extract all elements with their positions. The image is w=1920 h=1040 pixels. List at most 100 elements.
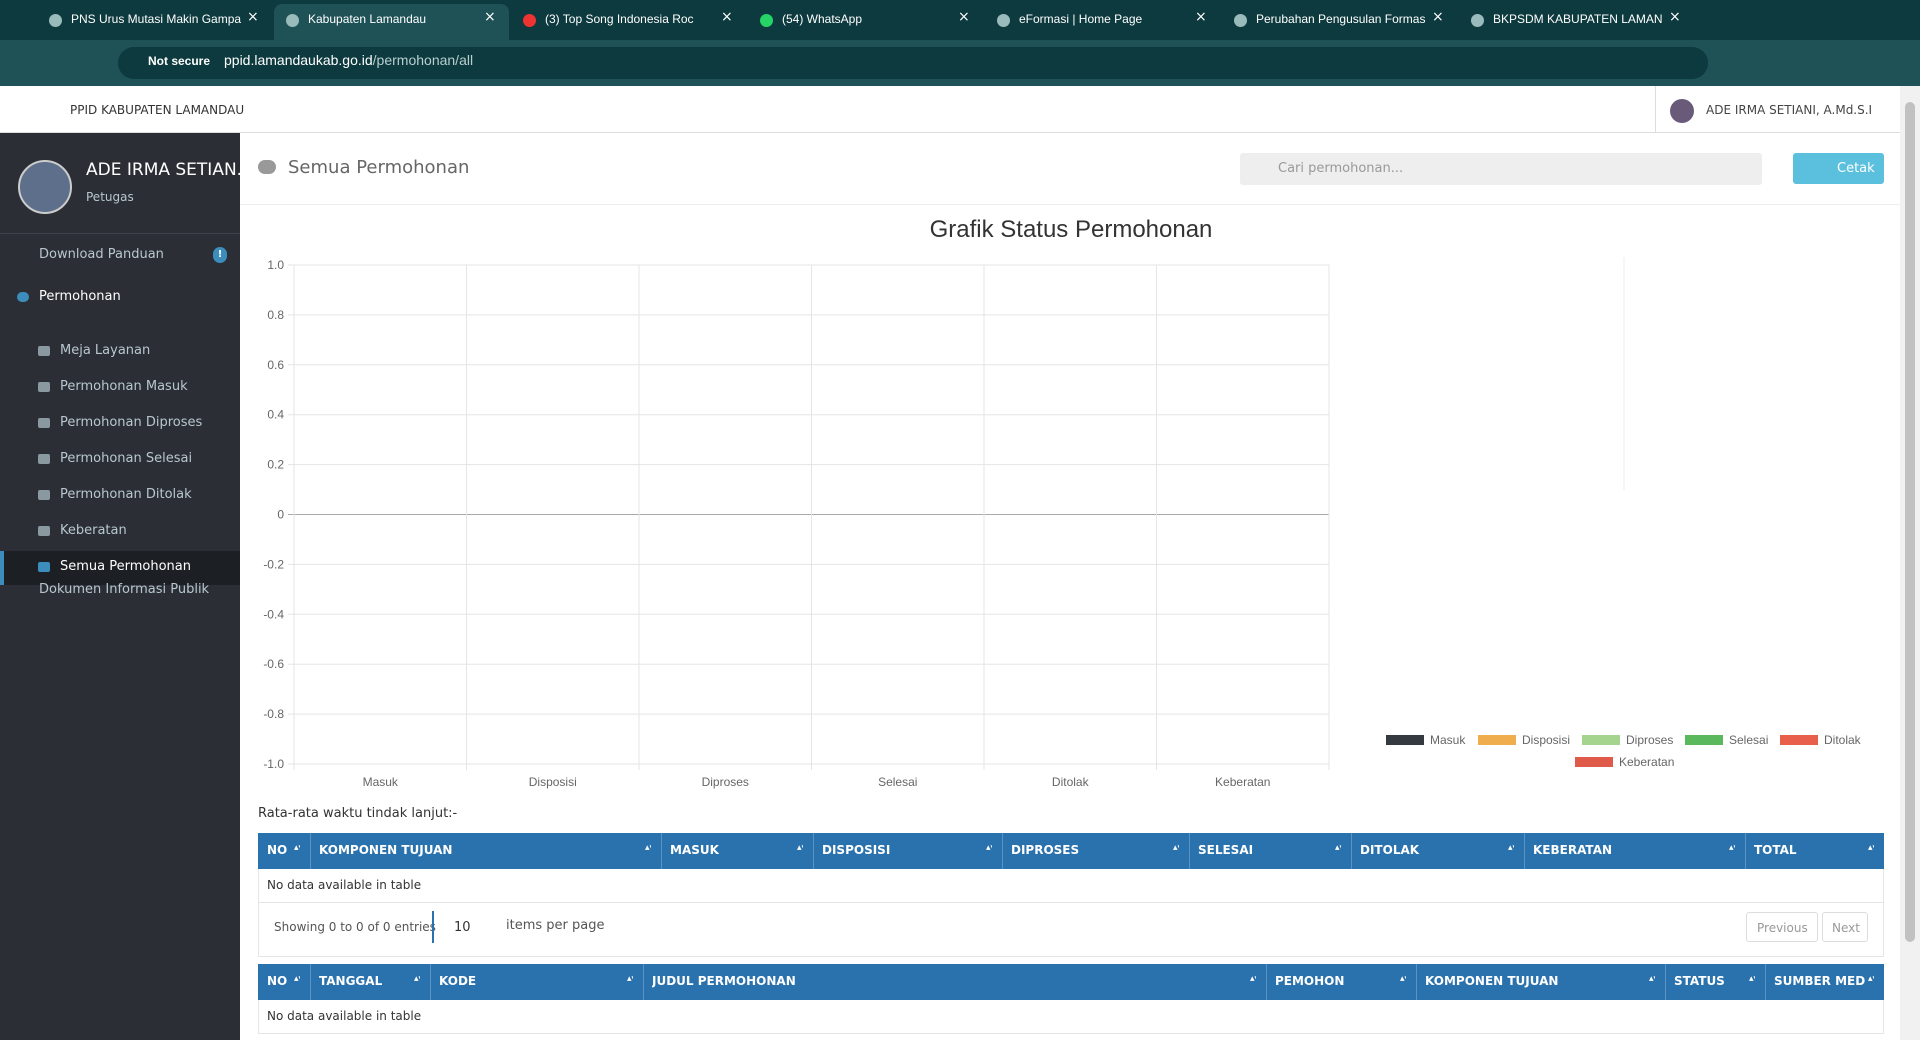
tab-icon [760,14,773,27]
sort-icon: ▴▾ [1173,845,1179,853]
scrollbar[interactable] [1900,86,1920,1040]
column-header[interactable]: NO [267,843,288,857]
submenu-icon [38,382,50,392]
tab-title[interactable]: PNS Urus Mutasi Makin Gampa [71,12,241,26]
tab-icon [49,14,62,27]
legend-swatch [1780,735,1818,745]
sort-icon: ▴▾ [1729,845,1735,853]
column-header[interactable]: NO [267,974,288,988]
url: ppid.lamandaukab.go.id/permohonan/all [224,52,473,68]
y-tick-label: 0 [277,508,284,522]
table-empty: No data available in table [267,878,422,892]
column-header[interactable]: SUMBER MEDIA [1774,974,1865,988]
tab-close[interactable]: × [247,9,259,25]
tab-close[interactable]: × [1432,9,1444,25]
menu-group[interactable]: Permohonan [39,289,121,304]
y-tick-label: 0.2 [267,458,284,472]
page-size-suffix: items per page [506,918,605,933]
legend-swatch [1478,735,1516,745]
sort-icon: ▴▾ [294,976,300,984]
content [240,133,1900,1040]
sort-icon: ▴▾ [1335,845,1341,853]
column-header[interactable]: MASUK [670,843,719,857]
column-divider [813,833,814,869]
page-icon [258,160,276,174]
tab[interactable] [274,4,509,40]
header-user[interactable]: ADE IRMA SETIANI, A.Md.S.I [1706,103,1873,117]
column-divider [1416,964,1417,1000]
legend-swatch [1575,757,1613,767]
column-header[interactable]: PEMOHON [1275,974,1345,988]
tab-title[interactable]: Kabupaten Lamandau [308,12,427,26]
pagination-bar [258,903,1884,957]
y-tick-label: -0.8 [263,707,284,721]
legend-label: Masuk [1430,733,1466,747]
submenu-item[interactable]: Meja Layanan [60,343,151,358]
y-tick-label: -0.6 [263,657,284,671]
submenu-item[interactable]: Permohonan Diproses [60,415,203,430]
url-box[interactable] [118,47,1708,79]
tab-title[interactable]: Perubahan Pengusulan Formasi [1256,12,1426,26]
tab-icon [1471,14,1484,27]
tab-close[interactable]: × [484,9,496,25]
legend-label: Keberatan [1619,755,1674,769]
column-header[interactable]: KODE [439,974,477,988]
y-tick-label: 0.8 [267,308,284,322]
submenu-icon [38,418,50,428]
column-header[interactable]: KOMPONEN TUJUAN [319,843,453,857]
url-security: Not secure [148,54,211,68]
legend-swatch [1582,735,1620,745]
user-name: ADE IRMA SETIAN... [86,160,253,180]
column-header[interactable]: DISPOSISI [822,843,891,857]
tab-close[interactable]: × [958,9,970,25]
column-header[interactable]: DITOLAK [1360,843,1420,857]
table-row [258,869,1884,903]
tab-icon [1234,14,1247,27]
column-divider [430,964,431,1000]
column-header[interactable]: TANGGAL [319,974,383,988]
chart-title: Grafik Status Permohonan [930,216,1213,243]
sort-icon: ▴▾ [986,845,992,853]
legend-swatch [1685,735,1723,745]
sidebar [0,133,240,1040]
x-tick-label: Diproses [702,775,749,789]
submenu-item[interactable]: Permohonan Masuk [60,379,188,394]
tab-title[interactable]: BKPSDM KABUPATEN LAMAND [1493,12,1663,26]
submenu-icon [38,562,50,572]
table-empty: No data available in table [267,1009,422,1023]
column-header[interactable]: DIPROSES [1011,843,1080,857]
next-button[interactable]: Next [1822,912,1868,942]
column-header[interactable]: KOMPONEN TUJUAN [1425,974,1559,988]
column-divider [1745,833,1746,869]
tab-close[interactable]: × [721,9,733,25]
previous-button[interactable]: Previous [1746,912,1818,942]
search-placeholder[interactable]: Cari permohonan... [1278,161,1404,176]
page-title: Semua Permohonan [288,157,470,178]
column-divider [661,833,662,869]
table-row [258,1000,1884,1034]
entries-info: Showing 0 to 0 of 0 entries [274,920,436,934]
column-header[interactable]: TOTAL [1754,843,1797,857]
url-host: ppid.lamandaukab.go.id [224,52,373,68]
column-header[interactable]: SELESAI [1198,843,1254,857]
submenu-icon [38,454,50,464]
search-box[interactable] [1240,153,1762,185]
submenu-item[interactable]: Keberatan [60,523,127,538]
tab-title[interactable]: (3) Top Song Indonesia Roc [545,12,694,26]
column-header[interactable]: STATUS [1674,974,1725,988]
menu-documents[interactable]: Dokumen Informasi Publik [39,582,210,597]
tab-close[interactable]: × [1195,9,1207,25]
column-header[interactable]: JUDUL PERMOHONAN [652,974,796,988]
tab-close[interactable]: × [1669,9,1681,25]
menu-download[interactable]: Download Panduan [39,247,164,262]
brand: PPID KABUPATEN LAMANDAU [70,103,245,117]
page-size-select[interactable]: 10 [432,911,502,943]
tab-title[interactable]: eFormasi | Home Page [1019,12,1143,26]
submenu-item[interactable]: Permohonan Ditolak [60,487,192,502]
column-header[interactable]: KEBERATAN [1533,843,1613,857]
scroll-thumb[interactable] [1905,102,1915,942]
submenu-item[interactable]: Permohonan Selesai [60,451,193,466]
tab-title[interactable]: (54) WhatsApp [782,12,863,26]
print-button[interactable]: Cetak [1793,153,1884,184]
submenu-item[interactable]: Semua Permohonan [60,559,191,574]
